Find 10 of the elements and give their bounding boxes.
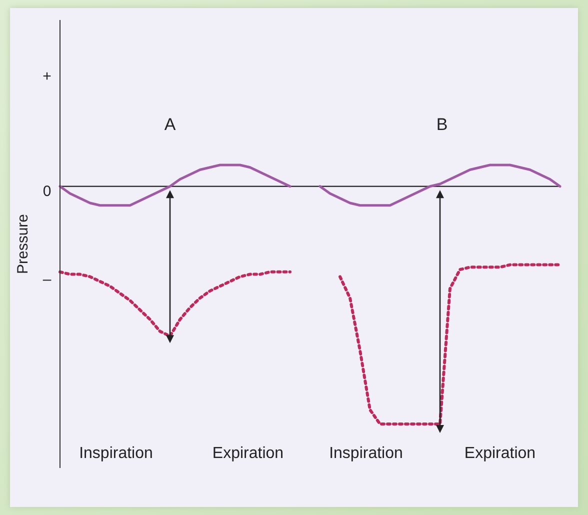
y-axis-title: Pressure xyxy=(14,214,32,274)
text: A xyxy=(164,115,176,134)
text: Expiration xyxy=(212,445,284,462)
text: B xyxy=(436,115,448,134)
text: Expiration xyxy=(464,445,536,462)
text: 0 xyxy=(42,183,52,200)
text: – xyxy=(42,271,52,288)
text: Inspiration xyxy=(79,445,153,462)
text: Inspiration xyxy=(329,445,403,462)
text: + xyxy=(42,68,52,85)
